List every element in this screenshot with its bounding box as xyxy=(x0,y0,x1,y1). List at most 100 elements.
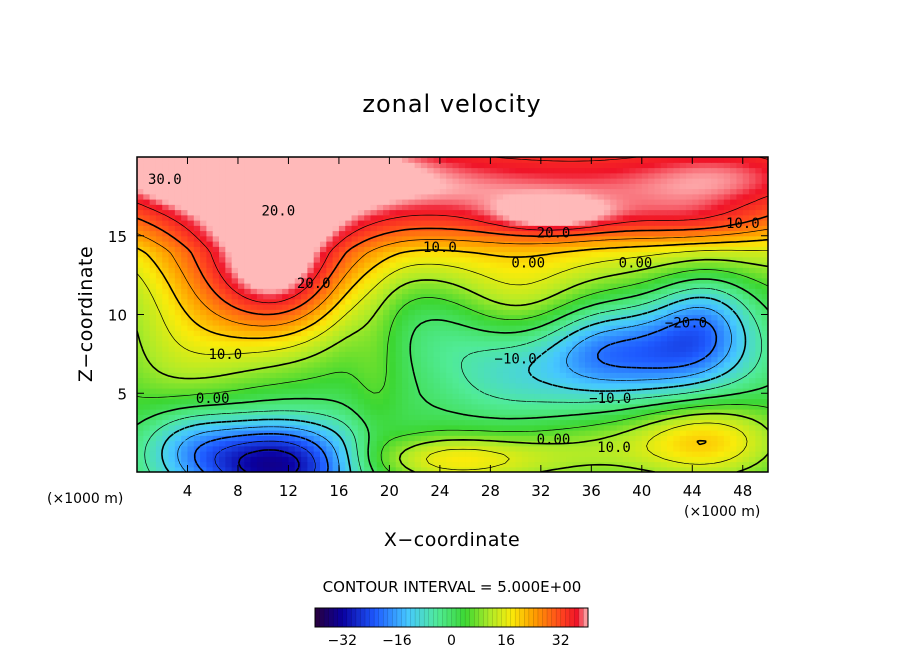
heat-cell xyxy=(269,424,277,431)
heat-cell xyxy=(585,325,592,331)
heat-cell xyxy=(143,346,151,352)
heat-cell xyxy=(174,246,182,253)
heat-cell xyxy=(351,361,359,368)
heat-cell xyxy=(667,293,674,300)
heat-cell xyxy=(704,346,712,352)
heat-cell xyxy=(616,277,624,284)
velocity-field xyxy=(137,157,768,472)
heat-cell xyxy=(155,251,163,258)
heat-cell xyxy=(193,388,201,394)
heat-cell xyxy=(149,361,157,368)
heat-cell xyxy=(635,309,643,316)
heat-cell xyxy=(389,409,397,415)
heat-cell xyxy=(534,445,542,452)
heat-cell xyxy=(402,220,409,226)
heat-cell xyxy=(237,293,245,300)
heat-cell xyxy=(749,330,756,337)
heat-cell xyxy=(641,461,649,468)
heat-cell xyxy=(534,272,542,279)
heat-cell xyxy=(515,293,523,300)
heat-cell xyxy=(723,325,731,331)
heat-cell xyxy=(465,309,473,316)
heat-cell xyxy=(395,393,403,400)
heat-cell xyxy=(326,241,334,247)
heat-cell xyxy=(225,372,233,379)
heat-cell xyxy=(698,335,706,342)
heat-cell xyxy=(547,388,555,394)
heat-cell xyxy=(414,372,422,379)
heat-cell xyxy=(578,398,586,405)
heat-cell xyxy=(294,256,302,263)
heat-cell xyxy=(269,451,277,457)
heat-cell xyxy=(515,451,523,457)
heat-cell xyxy=(376,435,384,442)
heat-cell xyxy=(383,283,390,289)
heat-cell xyxy=(427,419,435,426)
heat-cell xyxy=(698,451,706,457)
heat-cell xyxy=(332,330,340,337)
heat-cell xyxy=(667,456,674,463)
heat-cell xyxy=(263,235,271,242)
heat-cell xyxy=(256,319,264,326)
heat-cell xyxy=(528,367,536,373)
heat-cell xyxy=(256,403,264,410)
heat-cell xyxy=(572,330,580,337)
heat-cell xyxy=(269,241,277,247)
heat-cell xyxy=(433,377,441,384)
heat-cell xyxy=(490,430,498,436)
heat-cell xyxy=(572,225,580,232)
heat-cell xyxy=(477,361,485,368)
heat-cell xyxy=(465,382,473,389)
heat-cell xyxy=(439,367,447,373)
heat-cell xyxy=(610,304,618,310)
heat-cell xyxy=(420,351,428,358)
heat-cell xyxy=(200,451,208,457)
heat-cell xyxy=(648,445,656,452)
heat-cell xyxy=(237,367,245,373)
heat-cell xyxy=(137,309,144,316)
heat-cell xyxy=(269,335,277,342)
heat-cell xyxy=(383,414,390,421)
heat-cell xyxy=(181,440,189,447)
heat-cell xyxy=(420,419,428,426)
heat-cell xyxy=(402,319,409,326)
heat-cell xyxy=(629,272,637,279)
heat-cell xyxy=(761,298,768,305)
heat-cell xyxy=(484,293,491,300)
heat-cell xyxy=(553,288,561,295)
heat-cell xyxy=(591,298,599,305)
heat-cell xyxy=(345,361,353,368)
heat-cell xyxy=(301,298,308,305)
heat-cell xyxy=(420,325,428,331)
heat-cell xyxy=(465,403,473,410)
heat-cell xyxy=(439,319,447,326)
heat-cell xyxy=(585,251,592,258)
heat-cell xyxy=(256,314,264,321)
heat-cell xyxy=(679,466,687,472)
heat-cell xyxy=(332,466,340,472)
heat-cell xyxy=(698,277,706,284)
heat-cell xyxy=(635,298,643,305)
heat-cell xyxy=(294,451,302,457)
heat-cell xyxy=(610,288,618,295)
heat-cell xyxy=(730,451,738,457)
heat-cell xyxy=(452,445,460,452)
heat-cell xyxy=(585,367,592,373)
heat-cell xyxy=(370,367,378,373)
heat-cell xyxy=(193,225,201,232)
heat-cell xyxy=(698,325,706,331)
heat-cell xyxy=(673,272,681,279)
heat-cell xyxy=(654,209,662,216)
heat-cell xyxy=(357,319,365,326)
heat-cell xyxy=(755,304,763,310)
heat-cell xyxy=(749,304,756,310)
heat-cell xyxy=(534,319,542,326)
heat-cell xyxy=(326,466,334,472)
heat-cell xyxy=(730,304,738,310)
heat-cell xyxy=(471,356,479,363)
heat-cell xyxy=(502,356,510,363)
heat-cell xyxy=(414,451,422,457)
heat-cell xyxy=(673,435,681,442)
heat-cell xyxy=(723,414,731,421)
heat-cell xyxy=(484,214,491,221)
